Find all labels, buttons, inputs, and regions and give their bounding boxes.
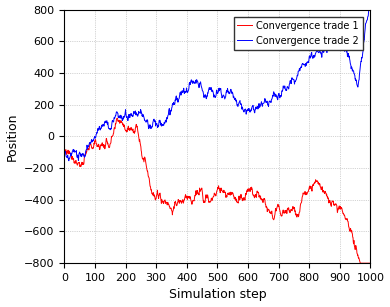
Convergence trade 1 (358, 261, 363, 265)
Line: Convergence trade 1: Convergence trade 1 (64, 118, 370, 263)
Line: Convergence trade 2: Convergence trade 2 (64, 10, 370, 161)
Legend: Convergence trade 1, Convergence trade 2: Convergence trade 1, Convergence trade 2 (234, 17, 363, 50)
Convergence trade 1 (312, 181, 317, 185)
X-axis label: Simulation step: Simulation step (168, 289, 266, 301)
Convergence trade 2 (353, 79, 358, 83)
Convergence trade 1 (81, 162, 85, 166)
Convergence trade 2 (124, 115, 129, 119)
Convergence trade 1 (333, 202, 338, 206)
Convergence trade 2 (301, 62, 305, 65)
Convergence trade 1 (353, 244, 358, 247)
Convergence trade 2 (67, 159, 71, 163)
Convergence trade 1 (301, 191, 305, 195)
Convergence trade 2 (368, 8, 373, 11)
Convergence trade 2 (333, 28, 338, 32)
Convergence trade 1 (368, 261, 373, 265)
Convergence trade 2 (312, 55, 317, 59)
Convergence trade 1 (124, 130, 129, 134)
Convergence trade 2 (62, 150, 67, 154)
Convergence trade 2 (81, 152, 86, 156)
Convergence trade 2 (367, 8, 371, 11)
Y-axis label: Position: Position (5, 112, 19, 161)
Convergence trade 1 (62, 150, 67, 154)
Convergence trade 1 (115, 116, 120, 120)
